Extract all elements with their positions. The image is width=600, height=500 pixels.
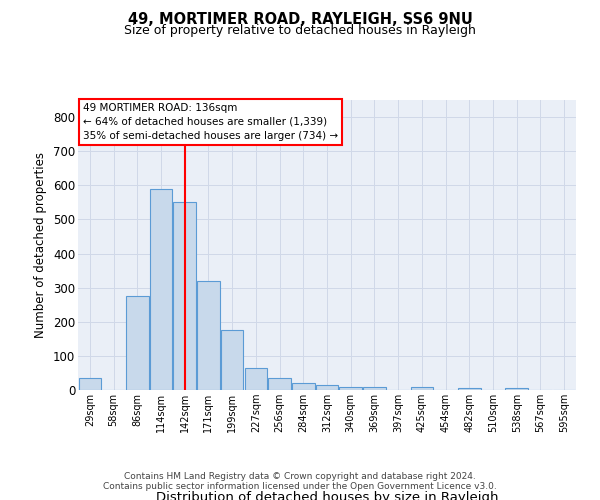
Text: 49 MORTIMER ROAD: 136sqm
← 64% of detached houses are smaller (1,339)
35% of sem: 49 MORTIMER ROAD: 136sqm ← 64% of detach… [83, 103, 338, 141]
Text: Size of property relative to detached houses in Rayleigh: Size of property relative to detached ho… [124, 24, 476, 37]
Bar [79, 378, 101, 390]
Bar [150, 188, 172, 390]
Text: Contains HM Land Registry data © Crown copyright and database right 2024.: Contains HM Land Registry data © Crown c… [124, 472, 476, 481]
Bar [316, 385, 338, 390]
Bar [221, 330, 244, 390]
X-axis label: Distribution of detached houses by size in Rayleigh: Distribution of detached houses by size … [156, 490, 498, 500]
Bar [410, 388, 433, 390]
Bar [340, 386, 362, 390]
Bar [268, 378, 291, 390]
Y-axis label: Number of detached properties: Number of detached properties [34, 152, 47, 338]
Bar [363, 386, 386, 390]
Bar [126, 296, 149, 390]
Bar [292, 383, 314, 390]
Bar [505, 388, 528, 390]
Bar [197, 281, 220, 390]
Bar [458, 388, 481, 390]
Bar [245, 368, 267, 390]
Bar [173, 202, 196, 390]
Text: Contains public sector information licensed under the Open Government Licence v3: Contains public sector information licen… [103, 482, 497, 491]
Text: 49, MORTIMER ROAD, RAYLEIGH, SS6 9NU: 49, MORTIMER ROAD, RAYLEIGH, SS6 9NU [128, 12, 472, 28]
